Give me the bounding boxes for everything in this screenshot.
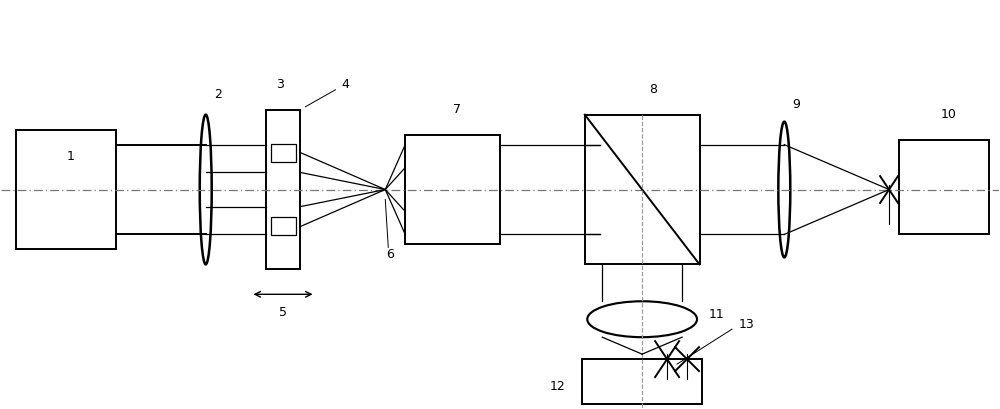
Text: 1: 1 <box>67 150 75 162</box>
Text: 3: 3 <box>276 78 283 91</box>
Text: 9: 9 <box>792 98 800 111</box>
Bar <box>899 139 989 234</box>
Text: 13: 13 <box>739 318 755 331</box>
Text: 4: 4 <box>341 78 349 91</box>
Text: 6: 6 <box>386 248 394 261</box>
Text: 7: 7 <box>453 103 461 116</box>
Bar <box>405 135 500 245</box>
Text: 12: 12 <box>549 380 565 393</box>
Bar <box>271 218 296 236</box>
Bar <box>585 115 700 264</box>
Bar <box>582 359 702 404</box>
Text: 10: 10 <box>940 108 956 121</box>
Bar <box>271 144 296 162</box>
Text: 11: 11 <box>709 308 725 321</box>
Bar <box>16 130 116 249</box>
Text: 2: 2 <box>214 88 222 101</box>
Text: 8: 8 <box>650 83 658 96</box>
Text: 5: 5 <box>279 306 287 319</box>
Bar <box>266 110 300 270</box>
